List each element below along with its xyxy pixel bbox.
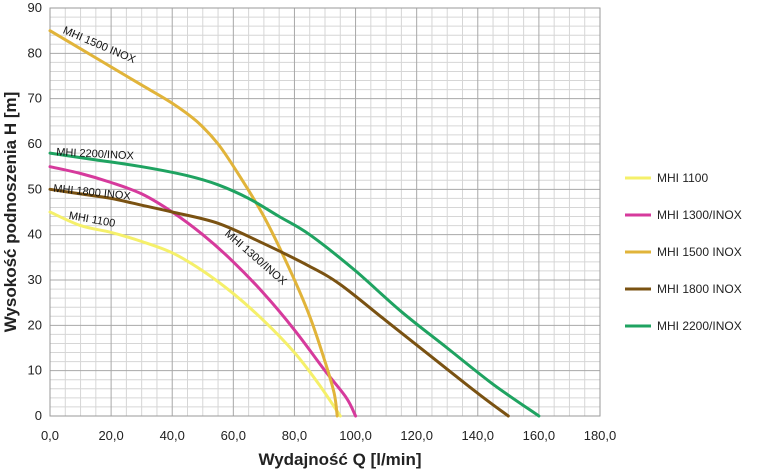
curve-label-mhi-2200-inox: MHI 2200/INOX — [56, 146, 135, 162]
y-tick-label: 80 — [28, 45, 42, 60]
y-tick-label: 0 — [35, 408, 42, 423]
y-tick-label: 10 — [28, 363, 42, 378]
y-tick-label: 50 — [28, 181, 42, 196]
series-lines — [48, 29, 541, 418]
y-axis-title: Wysokość podnoszenia H [m] — [1, 92, 20, 333]
x-tick-label: 40,0 — [160, 428, 185, 443]
y-tick-label: 60 — [28, 136, 42, 151]
y-tick-label: 30 — [28, 272, 42, 287]
y-tick-label: 40 — [28, 227, 42, 242]
x-tick-labels: 0,0 20,0 40,0 60,0 80,0 100,0 120,0 140,0 160,0 1… — [41, 428, 616, 443]
x-tick-label: 120,0 — [400, 428, 433, 443]
x-tick-label: 180,0 — [584, 428, 617, 443]
x-tick-label: 140,0 — [462, 428, 495, 443]
y-tick-labels: 0 10 20 30 40 50 60 70 80 90 — [28, 0, 42, 423]
x-tick-label: 20,0 — [98, 428, 123, 443]
y-tick-label: 20 — [28, 317, 42, 332]
x-tick-label: 160,0 — [523, 428, 556, 443]
grid-minor — [50, 8, 600, 416]
legend-label-mhi-1300-inox: MHI 1300/INOX — [657, 208, 742, 222]
x-tick-label: 80,0 — [282, 428, 307, 443]
series-line-mhi-2200-inox — [48, 151, 541, 418]
y-tick-label: 90 — [28, 0, 42, 15]
x-tick-label: 60,0 — [221, 428, 246, 443]
series-line-mhi-1800-inox — [48, 187, 510, 418]
series-line-mhi-1500-inox — [48, 29, 339, 418]
x-tick-label: 100,0 — [339, 428, 372, 443]
y-tick-label: 70 — [28, 91, 42, 106]
x-axis-title: Wydajność Q [l/min] — [258, 450, 421, 469]
x-tick-label: 0,0 — [41, 428, 59, 443]
legend: MHI 1100 MHI 1300/INOX MHI 1500 INOX MHI 18… — [625, 171, 742, 333]
legend-label-mhi-1800-inox: MHI 1800 INOX — [657, 282, 742, 296]
legend-label-mhi-1100: MHI 1100 — [657, 171, 708, 185]
legend-label-mhi-2200-inox: MHI 2200/INOX — [657, 319, 742, 333]
legend-label-mhi-1500-inox: MHI 1500 INOX — [657, 245, 742, 259]
series-line-mhi-1100 — [48, 210, 342, 418]
